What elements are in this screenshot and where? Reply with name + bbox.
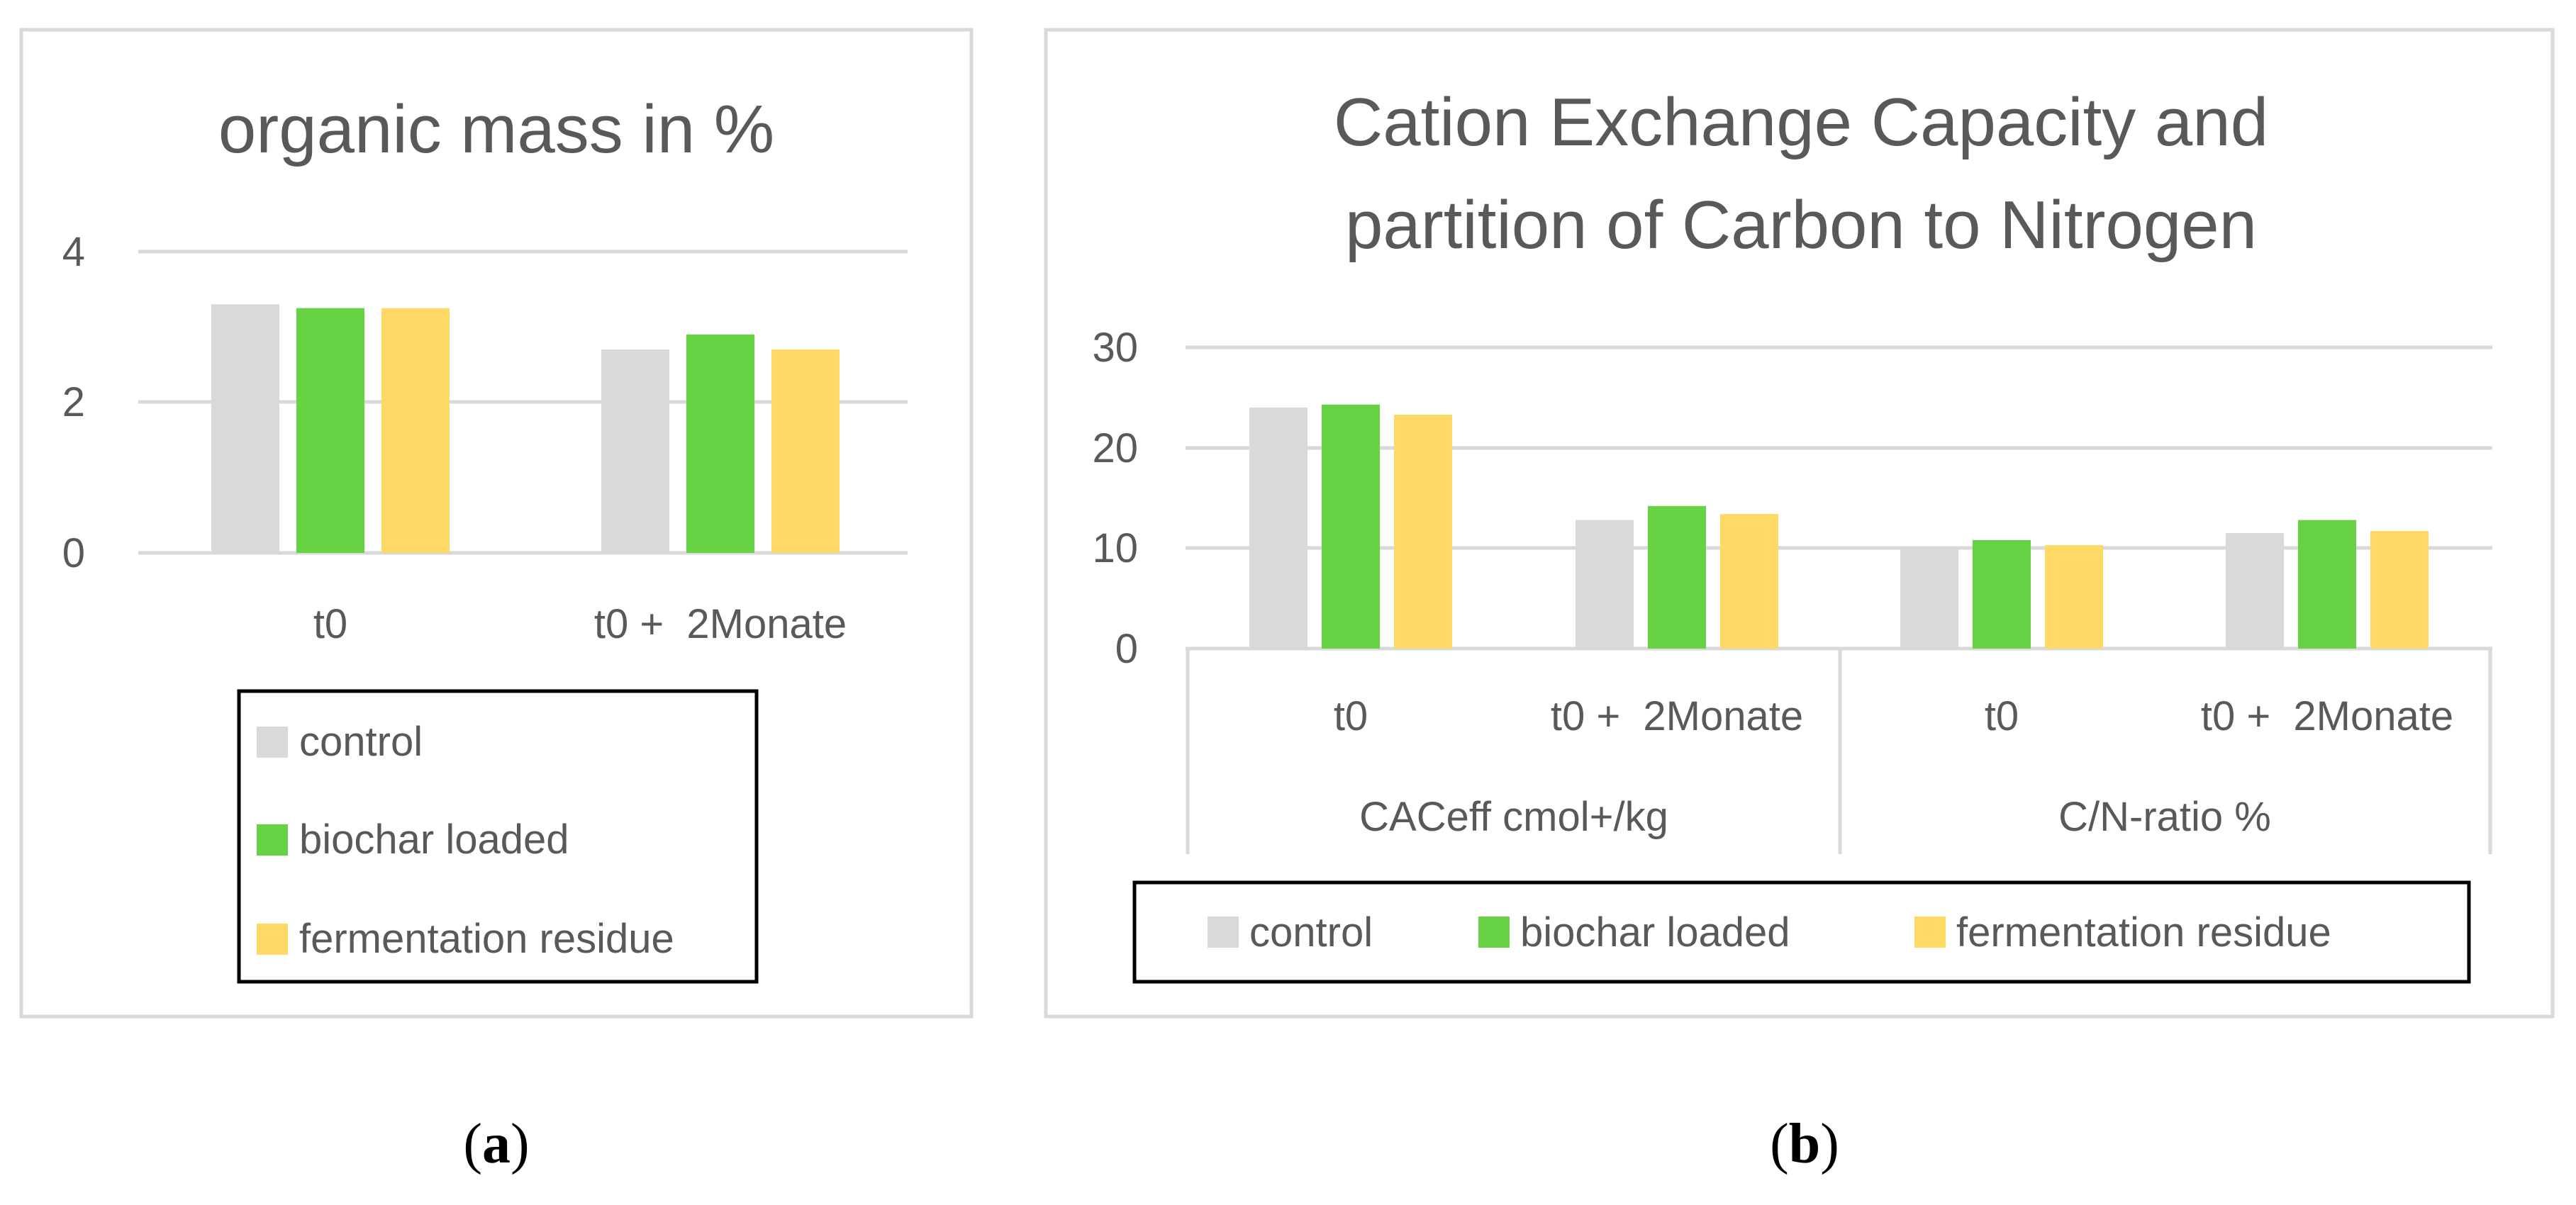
chart-b-bar-biochar-3 (2298, 520, 2356, 649)
chart-b-legend-box (1132, 880, 2471, 984)
chart-a-bar-control-0 (211, 304, 279, 553)
chart-a-legend-swatch-control (257, 727, 288, 758)
chart-b-bar-biochar-2 (1973, 540, 2031, 649)
chart-b-xtick-cac-t0: t0 (1334, 693, 1368, 739)
chart-a-legend-label-fermentation: fermentation residue (299, 916, 674, 962)
chart-b-bar-control-3 (2226, 533, 2284, 649)
chart-b-bar-control-0 (1249, 408, 1307, 649)
chart-b-bar-biochar-0 (1322, 404, 1380, 649)
chart-b-bars (1249, 404, 2429, 649)
chart-a-ytick-4: 4 (62, 229, 85, 275)
chart-a-xtick-t0: t0 (313, 601, 347, 647)
chart-b-legend-label-control: control (1249, 909, 1373, 955)
chart-b-category-dividers (1186, 649, 2492, 854)
chart-b-legend-swatch-fermentation (1914, 917, 1946, 948)
chart-b-title-line-2: partition of Carbon to Nitrogen (1345, 187, 2257, 263)
chart-a-bar-biochar-1 (686, 334, 754, 553)
chart-b-bar-fermentation-3 (2370, 531, 2429, 649)
chart-a-y-ticks: 4 2 0 (62, 229, 85, 576)
panel-label-a: (a) (463, 1113, 529, 1175)
chart-b-legend-swatch-biochar (1478, 917, 1510, 948)
chart-b-ytick-20: 20 (1092, 425, 1138, 471)
chart-b-group-label-cac: CACeff cmol+/kg (1359, 794, 1668, 840)
chart-a-bar-control-1 (601, 349, 669, 553)
chart-a-legend-box (237, 689, 759, 984)
chart-a-title: organic mass in % (218, 91, 774, 167)
chart-a-legend: control biochar loaded fermentation resi… (237, 689, 759, 984)
chart-b-ytick-30: 30 (1092, 325, 1138, 371)
chart-a-legend-swatch-fermentation (257, 924, 288, 955)
chart-a-ytick-2: 2 (62, 379, 85, 425)
chart-b-legend: control biochar loaded fermentation resi… (1132, 880, 2471, 984)
chart-b-bar-fermentation-2 (2045, 545, 2103, 649)
chart-b-legend-label-fermentation: fermentation residue (1956, 909, 2331, 955)
chart-a-legend-label-biochar: biochar loaded (299, 817, 569, 863)
chart-b-group-label-cn: C/N-ratio % (2058, 794, 2271, 840)
chart-b-legend-swatch-control (1208, 917, 1239, 948)
chart-a-xtick-t0-2monate: t0 + 2Monate (594, 601, 847, 647)
chart-b-bar-control-1 (1576, 520, 1634, 649)
chart-a-legend-swatch-biochar (257, 824, 288, 856)
chart-a-ytick-0: 0 (62, 530, 85, 576)
chart-b-ytick-0: 0 (1115, 626, 1138, 672)
chart-b-title-line-1: Cation Exchange Capacity and (1334, 84, 2268, 160)
chart-b-bar-fermentation-0 (1394, 414, 1452, 649)
chart-a-bar-fermentation-1 (771, 349, 840, 553)
chart-a-legend-label-control: control (299, 719, 423, 765)
chart-b-xtick-cn-t0: t0 (1985, 693, 2019, 739)
chart-b-ytick-10: 10 (1092, 525, 1138, 571)
panel-label-b: (b) (1770, 1113, 1839, 1175)
chart-b-y-ticks: 30 20 10 0 (1092, 325, 1138, 672)
chart-b-bar-control-2 (1900, 547, 1958, 649)
chart-b-bar-biochar-1 (1648, 505, 1706, 649)
chart-a-bars (211, 304, 840, 553)
chart-b-xtick-cac-t0-2monate: t0 + 2Monate (1551, 693, 1803, 739)
chart-a-x-ticks: t0 t0 + 2Monate (313, 601, 847, 647)
chart-a-bar-biochar-0 (296, 308, 364, 553)
chart-b-xtick-cn-t0-2monate: t0 + 2Monate (2201, 693, 2453, 739)
chart-b-bar-fermentation-1 (1720, 514, 1778, 649)
chart-b-legend-label-biochar: biochar loaded (1520, 909, 1790, 955)
chart-a-bar-fermentation-0 (381, 308, 450, 553)
chart-b-x-ticks: t0 t0 + 2Monate t0 t0 + 2Monate CACeff c… (1334, 693, 2453, 840)
